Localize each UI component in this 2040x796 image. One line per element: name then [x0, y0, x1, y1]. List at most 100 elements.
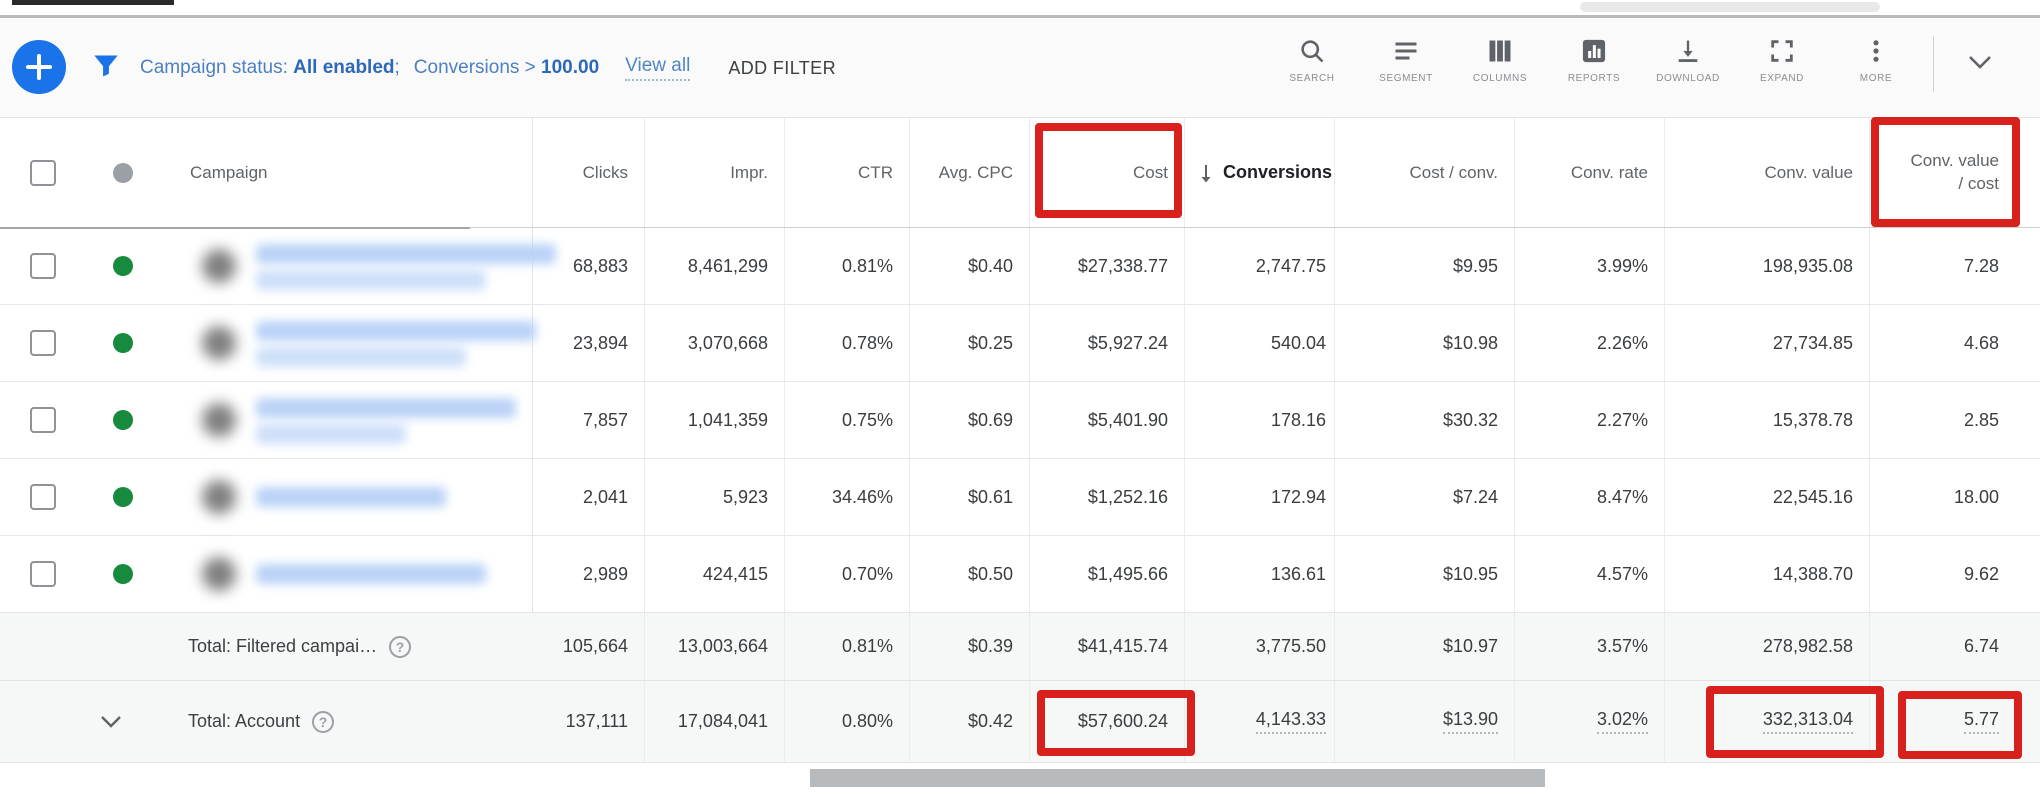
- campaign-name-cell[interactable]: [160, 382, 533, 458]
- row-checkbox[interactable]: [29, 561, 56, 587]
- cell-conv-value-per-cost: 4.68: [1963, 332, 1999, 353]
- more-button[interactable]: MORE: [1829, 30, 1923, 84]
- toolbar-divider: [1933, 36, 1934, 92]
- row-checkbox[interactable]: [29, 484, 56, 510]
- collapse-panel-button[interactable]: [1948, 34, 2012, 90]
- campaign-name-cell[interactable]: [160, 228, 556, 304]
- cell-impr: 13,003,664: [645, 613, 785, 680]
- cell-conv-value: 27,734.85: [1665, 305, 1870, 381]
- cell-clicks: 2,989: [533, 536, 645, 612]
- help-icon[interactable]: ?: [389, 635, 412, 658]
- col-header-conv-rate[interactable]: Conv. rate: [1515, 118, 1665, 227]
- campaign-name-cell[interactable]: [160, 536, 533, 612]
- cell-cost: $1,495.66: [1030, 536, 1185, 612]
- cell-conv-value-per-cost: 5.77: [1870, 681, 2015, 762]
- cell-avg-cpc: $0.40: [910, 228, 1030, 304]
- cell-conv-value: 22,545.16: [1665, 459, 1870, 535]
- expand-totals-button[interactable]: [100, 715, 122, 729]
- cell-conv-value-per-cost: 18.00: [1953, 486, 1999, 507]
- view-all-link[interactable]: View all: [625, 55, 691, 81]
- cell-cost-per-conv: $9.95: [1335, 228, 1515, 304]
- toolbar: Campaign status: All enabled; Conversion…: [0, 18, 2040, 118]
- cell-clicks: 2,041: [533, 459, 645, 535]
- cell-clicks: 7,857: [533, 382, 645, 458]
- cell-avg-cpc: $0.50: [910, 536, 1030, 612]
- cell-cost-per-conv: $13.90: [1335, 681, 1515, 762]
- status-enabled-icon: [112, 410, 133, 430]
- row-checkbox[interactable]: [29, 253, 56, 279]
- cell-ctr: 0.75%: [785, 382, 910, 458]
- cell-impr: 17,084,041: [645, 681, 785, 762]
- cell-cost: $27,338.77: [1030, 228, 1185, 304]
- cell-ctr: 0.78%: [785, 305, 910, 381]
- total-filtered-label: Total: Filtered campai…: [188, 636, 378, 656]
- filter-condition-campaign-status[interactable]: Campaign status: All enabled;: [140, 57, 400, 78]
- table-header-row: Campaign Clicks Impr. CTR Avg. CPC Cost …: [0, 118, 2040, 228]
- frozen-columns-shadow: [0, 227, 470, 229]
- campaign-name-redacted: [256, 564, 486, 584]
- cell-cost-per-conv: $30.32: [1335, 382, 1515, 458]
- cell-impr: 5,923: [645, 459, 785, 535]
- row-checkbox[interactable]: [29, 330, 56, 356]
- cell-avg-cpc: $0.61: [910, 459, 1030, 535]
- cell-impr: 3,070,668: [645, 305, 785, 381]
- add-campaign-button[interactable]: [12, 40, 66, 94]
- columns-button[interactable]: COLUMNS: [1453, 30, 1547, 84]
- filter-condition-conversions[interactable]: Conversions > 100.00: [414, 57, 599, 79]
- cell-conv-value-per-cost: 2.85: [1963, 409, 1999, 430]
- col-header-impr[interactable]: Impr.: [645, 118, 785, 227]
- reports-button[interactable]: REPORTS: [1547, 30, 1641, 84]
- total-account-row: Total: Account ? 137,111 17,084,041 0.80…: [0, 681, 2040, 763]
- chevron-down-icon: [1969, 56, 1991, 69]
- campaign-name-cell[interactable]: [160, 305, 536, 381]
- campaign-icon-redacted: [202, 249, 236, 283]
- campaign-name-redacted: [256, 244, 556, 264]
- cell-ctr: 0.81%: [785, 613, 910, 680]
- cell-conversions: 136.61: [1185, 536, 1335, 612]
- download-icon: [1674, 36, 1702, 66]
- add-filter-button[interactable]: ADD FILTER: [728, 57, 836, 78]
- download-button[interactable]: DOWNLOAD: [1641, 30, 1735, 84]
- col-header-conv-value-per-cost[interactable]: Conv. value / cost: [1910, 150, 1999, 193]
- horizontal-scrollbar-thumb[interactable]: [810, 769, 1545, 787]
- cell-ctr: 0.70%: [785, 536, 910, 612]
- total-filtered-row: Total: Filtered campai… ? 105,664 13,003…: [0, 613, 2040, 681]
- select-all-checkbox-cell: [0, 118, 85, 227]
- col-header-ctr[interactable]: CTR: [785, 118, 910, 227]
- cell-avg-cpc: $0.69: [910, 382, 1030, 458]
- campaign-name-cell[interactable]: [160, 459, 533, 535]
- status-enabled-icon: [112, 487, 133, 507]
- col-header-clicks[interactable]: Clicks: [533, 118, 645, 227]
- expand-icon: [1768, 36, 1796, 66]
- col-header-campaign[interactable]: Campaign: [160, 118, 533, 227]
- search-button[interactable]: SEARCH: [1265, 30, 1359, 84]
- col-header-cost-per-conv[interactable]: Cost / conv.: [1335, 118, 1515, 227]
- chevron-down-icon: [101, 715, 121, 728]
- expand-button[interactable]: EXPAND: [1735, 30, 1829, 84]
- cell-cost-per-conv: $10.95: [1335, 536, 1515, 612]
- filter-value: 100.00: [541, 57, 600, 78]
- status-enabled-icon: [112, 333, 133, 353]
- filter-label: Campaign status:: [140, 57, 288, 78]
- row-checkbox[interactable]: [29, 407, 56, 433]
- cell-cost-per-conv: $10.97: [1335, 613, 1515, 680]
- filter-funnel-icon[interactable]: [92, 52, 120, 80]
- col-header-conv-value[interactable]: Conv. value: [1665, 118, 1870, 227]
- segment-button[interactable]: SEGMENT: [1359, 30, 1453, 84]
- cell-ctr: 0.81%: [785, 228, 910, 304]
- reports-icon: [1580, 36, 1608, 66]
- cell-conv-rate: 3.57%: [1515, 613, 1665, 680]
- status-enabled-icon: [112, 256, 133, 276]
- toolbar-actions: SEARCH SEGMENT COLUMNS REPORTS: [1265, 30, 2012, 92]
- cell-avg-cpc: $0.25: [910, 305, 1030, 381]
- table-row: 68,883 8,461,299 0.81% $0.40 $27,338.77 …: [0, 228, 2040, 305]
- col-header-conversions[interactable]: Conversions: [1185, 118, 1335, 227]
- cell-conversions: 178.16: [1185, 382, 1335, 458]
- top-edge-fragment: [12, 0, 174, 5]
- col-header-cost[interactable]: Cost: [1030, 118, 1185, 227]
- help-icon[interactable]: ?: [312, 710, 335, 733]
- select-all-checkbox[interactable]: [29, 159, 56, 186]
- col-header-avg-cpc[interactable]: Avg. CPC: [910, 118, 1030, 227]
- cell-cost: $41,415.74: [1030, 613, 1185, 680]
- cell-conv-value: 278,982.58: [1665, 613, 1870, 680]
